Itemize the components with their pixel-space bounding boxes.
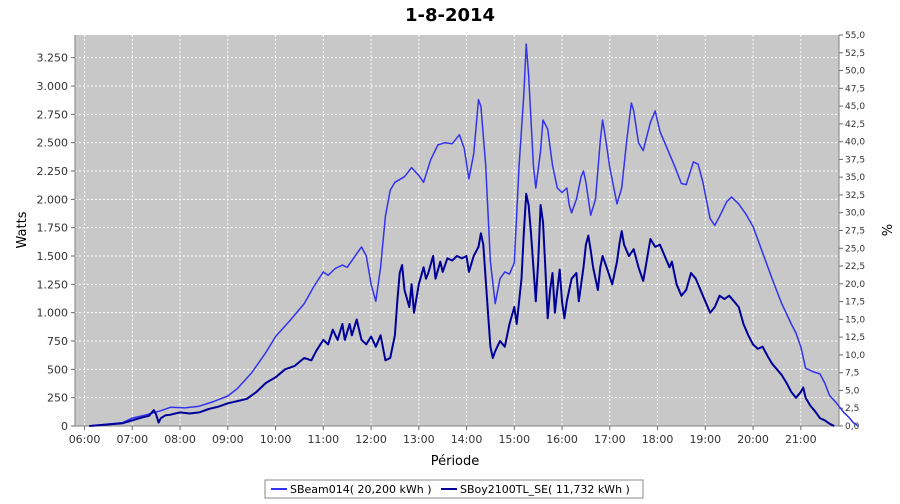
y2-tick-label: 35,0 — [845, 173, 865, 183]
x-tick-label: 16:00 — [546, 433, 578, 446]
y2-tick-label: 55,0 — [845, 31, 865, 41]
y2-tick-label: 0,0 — [845, 422, 860, 432]
series-line-1 — [89, 43, 859, 427]
y-tick-label: 500 — [47, 363, 68, 376]
legend: SBeam014( 20,200 kWh ) SBoy2100TL_SE( 11,… — [264, 479, 644, 499]
y2-tick-label: 52,5 — [845, 49, 865, 59]
y-tick-label: 3.250 — [37, 52, 69, 65]
y-tick-label: 2.750 — [37, 108, 69, 121]
y2-tick-label: 12,5 — [845, 333, 865, 343]
y-tick-label: 3.000 — [37, 80, 69, 93]
x-tick-label: 12:00 — [355, 433, 387, 446]
y-tick-label: 1.250 — [37, 278, 69, 291]
y-tick-label: 2.500 — [37, 137, 69, 150]
y-tick-label: 1.500 — [37, 250, 69, 263]
y2-tick-label: 22,5 — [845, 262, 865, 272]
y-tick-label: 1.750 — [37, 222, 69, 235]
x-tick-label: 15:00 — [498, 433, 530, 446]
y2-tick-label: 37,5 — [845, 155, 865, 165]
x-tick-label: 19:00 — [689, 433, 721, 446]
x-tick-label: 11:00 — [307, 433, 339, 446]
y2-tick-label: 2,5 — [845, 404, 859, 414]
x-tick-label: 09:00 — [212, 433, 244, 446]
x-tick-label: 21:00 — [785, 433, 817, 446]
y-tick-label: 1.000 — [37, 307, 69, 320]
y2-tick-label: 7,5 — [845, 369, 859, 379]
x-tick-label: 06:00 — [69, 433, 101, 446]
y-tick-label: 0 — [61, 420, 68, 433]
y-axis-label: Watts — [15, 211, 30, 248]
y2-tick-label: 25,0 — [845, 244, 865, 254]
y2-tick-label: 15,0 — [845, 315, 865, 325]
x-tick-label: 08:00 — [164, 433, 196, 446]
y2-tick-label: 45,0 — [845, 102, 865, 112]
x-tick-label: 10:00 — [260, 433, 292, 446]
series-lines — [89, 43, 859, 427]
y2-axis-label: % — [878, 224, 893, 236]
y-tick-label: 250 — [47, 392, 68, 405]
y2-tick-label: 17,5 — [845, 298, 865, 308]
plot-area — [75, 35, 839, 426]
x-tick-label: 17:00 — [594, 433, 626, 446]
y-tick-label: 2.000 — [37, 193, 69, 206]
y2-tick-label: 42,5 — [845, 120, 865, 130]
y-tick-label: 2.250 — [37, 165, 69, 178]
x-tick-label: 18:00 — [642, 433, 674, 446]
x-tick-label: 07:00 — [116, 433, 148, 446]
x-tick-label: 13:00 — [403, 433, 435, 446]
y-tick-label: 750 — [47, 335, 68, 348]
y2-tick-label: 30,0 — [845, 209, 865, 219]
series-line-2 — [89, 192, 835, 427]
y2-tick-label: 20,0 — [845, 280, 865, 290]
y2-tick-label: 27,5 — [845, 227, 865, 237]
x-tick-label: 14:00 — [451, 433, 483, 446]
legend-label: SBoy2100TL_SE( 11,732 kWh ) — [460, 483, 630, 496]
x-tick-label: 20:00 — [737, 433, 769, 446]
y2-tick-label: 32,5 — [845, 191, 865, 201]
y2-tick-label: 10,0 — [845, 351, 865, 361]
chart-title: 1-8-2014 — [405, 5, 495, 26]
legend-label: SBeam014( 20,200 kWh ) — [290, 483, 432, 496]
y2-tick-label: 40,0 — [845, 138, 865, 148]
y2-tick-label: 50,0 — [845, 67, 865, 77]
y2-tick-label: 5,0 — [845, 386, 860, 396]
axes: 06:00 07:00 08:00 09:00 10:00 11:00 12:00 13:00… — [37, 31, 866, 446]
x-axis-label: Période — [431, 454, 480, 469]
y2-tick-label: 47,5 — [845, 84, 865, 94]
